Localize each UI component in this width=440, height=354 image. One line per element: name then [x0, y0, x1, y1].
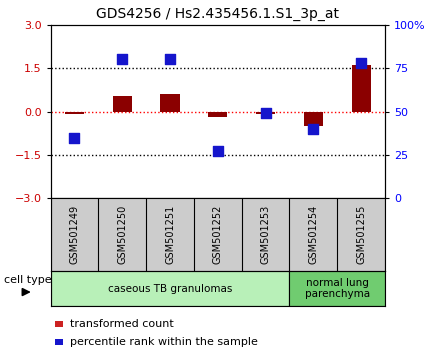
Bar: [304, 112, 323, 126]
Text: normal lung
parenchyma: normal lung parenchyma: [304, 278, 370, 299]
Point: [310, 126, 317, 132]
Bar: [161, 94, 180, 112]
Point: [166, 57, 173, 62]
Bar: [113, 96, 132, 112]
Point: [71, 135, 78, 141]
Text: caseous TB granulomas: caseous TB granulomas: [108, 284, 232, 293]
Point: [358, 60, 365, 66]
Bar: [352, 65, 370, 112]
Text: GSM501255: GSM501255: [356, 205, 366, 264]
Bar: [290, 271, 385, 306]
Bar: [65, 112, 84, 114]
Bar: [208, 112, 227, 117]
Text: GSM501254: GSM501254: [308, 205, 319, 264]
Point: [262, 110, 269, 116]
Text: GSM501253: GSM501253: [260, 205, 271, 264]
Text: percentile rank within the sample: percentile rank within the sample: [70, 337, 257, 347]
Point: [214, 149, 221, 154]
Text: transformed count: transformed count: [70, 319, 173, 329]
Title: GDS4256 / Hs2.435456.1.S1_3p_at: GDS4256 / Hs2.435456.1.S1_3p_at: [96, 7, 339, 21]
Text: GSM501250: GSM501250: [117, 205, 127, 264]
Text: GSM501249: GSM501249: [70, 205, 80, 264]
Bar: [256, 112, 275, 114]
Text: GSM501252: GSM501252: [213, 205, 223, 264]
Text: GSM501251: GSM501251: [165, 205, 175, 264]
Text: cell type: cell type: [4, 275, 52, 285]
Point: [119, 57, 126, 62]
Bar: [51, 271, 290, 306]
